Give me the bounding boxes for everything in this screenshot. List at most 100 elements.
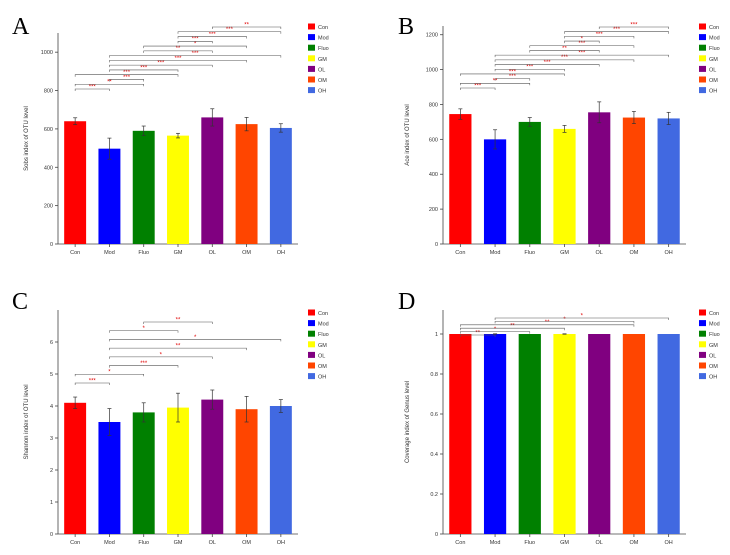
significance-bracket: *** — [109, 361, 179, 368]
legend-label: OL — [318, 353, 325, 359]
significance-label: *** — [630, 22, 638, 28]
significance-label: *** — [596, 32, 604, 38]
legend-swatch — [308, 351, 315, 358]
significance-bracket: * — [564, 36, 600, 44]
error-bar — [176, 132, 180, 139]
significance-bracket: *** — [74, 84, 110, 91]
significance-label: * — [194, 335, 197, 341]
significance-label: ** — [475, 330, 480, 336]
significance-label: *** — [544, 60, 552, 66]
significance-bracket: *** — [74, 378, 110, 385]
significance-label: *** — [526, 65, 534, 71]
legend-label: OM — [318, 78, 327, 84]
significance-bracket: *** — [564, 32, 635, 39]
error-bar — [107, 137, 112, 160]
legend-label: OM — [709, 78, 718, 84]
legend-swatch — [308, 320, 315, 327]
legend: Con Mod Fluo GM OL OM OH — [699, 23, 720, 95]
legend-swatch — [308, 362, 315, 369]
x-tick-label: Fluo — [524, 540, 535, 546]
chart-panel-D: D 0 0.2 0.4 0.6 0.8 1 Coverage index of Genus l… — [398, 289, 720, 546]
significance-label: *** — [578, 41, 586, 47]
bar-gm — [167, 407, 189, 534]
legend-label: OL — [709, 353, 716, 359]
legend-swatch — [308, 87, 315, 94]
legend-label: OH — [318, 375, 326, 381]
significance-bracket: *** — [109, 75, 144, 82]
significance-bracket: *** — [494, 55, 635, 62]
x-tick-label: OM — [242, 540, 251, 546]
significance-bracket: ** — [74, 80, 144, 87]
bar-ol — [588, 334, 611, 534]
legend-swatch — [308, 34, 315, 41]
y-tick-label: 200 — [429, 207, 438, 213]
legend-swatch — [699, 55, 706, 62]
significance-bracket: * — [109, 352, 213, 359]
legend-swatch — [699, 309, 706, 316]
legend-label: OL — [318, 67, 325, 73]
y-tick-label: 5 — [50, 372, 53, 378]
y-tick-label: 2 — [50, 468, 53, 474]
error-bar — [458, 108, 463, 120]
legend-swatch — [308, 23, 315, 30]
y-tick-label: 1000 — [41, 50, 53, 56]
significance-label: *** — [561, 55, 569, 61]
significance-label: *** — [613, 27, 621, 33]
error-bar — [244, 396, 249, 423]
significance-label: *** — [226, 27, 234, 33]
significance-label: * — [581, 36, 584, 42]
x-tick-label: Con — [70, 540, 80, 546]
legend-label: Fluo — [318, 332, 329, 338]
significance-bracket: *** — [109, 61, 213, 68]
y-tick-label: 1 — [435, 332, 438, 338]
x-tick-label: Con — [70, 250, 80, 256]
legend-swatch — [699, 362, 706, 369]
y-tick-label: 0 — [50, 532, 53, 538]
y-tick-label: 0 — [435, 532, 438, 538]
x-tick-label: GM — [560, 250, 569, 256]
significance-label: *** — [509, 69, 517, 75]
significance-bracket: * — [109, 326, 179, 333]
significance-label: ** — [107, 80, 112, 86]
significance-bracket: ** — [460, 79, 531, 86]
y-tick-label: 0 — [50, 242, 53, 248]
y-tick-label: 600 — [44, 127, 53, 133]
significance-label: * — [563, 317, 566, 323]
legend-swatch — [699, 44, 706, 51]
significance-bracket: * — [74, 370, 144, 377]
legend-label: Fluo — [709, 332, 720, 338]
bar-om — [622, 117, 646, 244]
bar-mod — [483, 334, 507, 534]
y-tick-label: 0.4 — [430, 452, 438, 458]
bar-fluo — [518, 121, 541, 244]
x-tick-label: OL — [209, 540, 216, 546]
bar-mod — [98, 148, 121, 244]
legend: Con Mod Fluo GM OL OM OH — [699, 309, 720, 381]
significance-label: *** — [209, 32, 217, 38]
bar-gm — [553, 128, 576, 244]
error-bar — [527, 117, 532, 127]
legend-swatch — [308, 330, 315, 337]
legend-swatch — [699, 351, 706, 358]
significance-bracket: *** — [460, 69, 565, 76]
error-bar — [210, 389, 215, 410]
bar-om — [622, 334, 646, 534]
bar-fluo — [132, 412, 155, 534]
error-bar — [244, 117, 249, 132]
y-tick-label: 0 — [435, 242, 438, 248]
x-tick-label: OL — [209, 250, 216, 256]
legend-label: Fluo — [318, 46, 329, 52]
panel-letter: D — [398, 289, 415, 315]
error-bar — [107, 408, 112, 436]
bar-con — [64, 402, 87, 534]
x-tick-label: OH — [665, 540, 673, 546]
significance-label: *** — [192, 37, 200, 43]
x-tick-label: Mod — [490, 540, 501, 546]
significance-bracket: *** — [177, 27, 282, 34]
bar-gm — [553, 334, 576, 534]
significance-bracket: ** — [212, 22, 282, 29]
significance-label: * — [581, 313, 584, 319]
legend-label: OH — [318, 89, 326, 95]
legend-swatch — [308, 65, 315, 72]
x-tick-label: Mod — [104, 250, 115, 256]
